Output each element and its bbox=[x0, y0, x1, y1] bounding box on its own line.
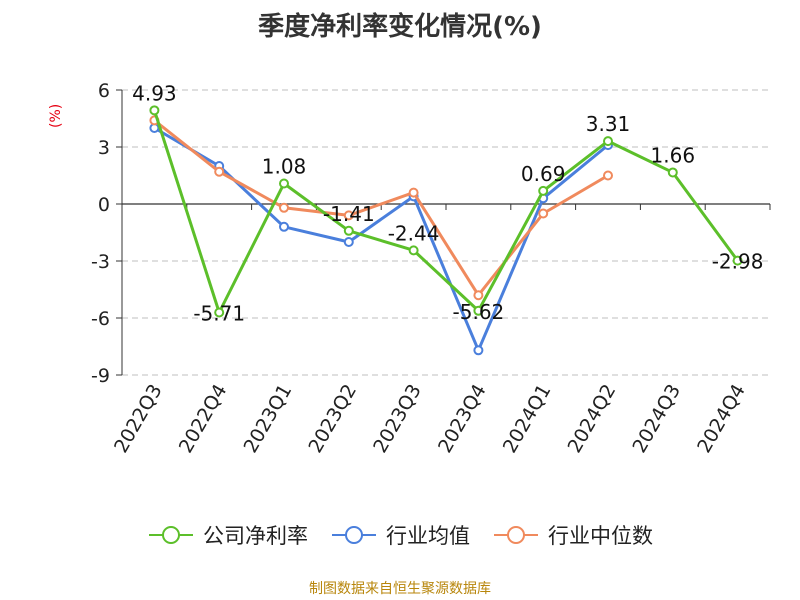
data-point-company bbox=[279, 178, 289, 189]
data-point-company bbox=[732, 255, 743, 266]
series-line-industry-median bbox=[153, 119, 609, 297]
data-point-company bbox=[473, 305, 484, 316]
y-tick-label: 6 bbox=[98, 80, 110, 102]
x-tick-label: 2023Q1 bbox=[240, 381, 297, 457]
x-tick-label: 2024Q4 bbox=[693, 381, 750, 457]
x-tick-label: 2023Q3 bbox=[369, 381, 426, 457]
x-tick-label: 2022Q4 bbox=[175, 381, 232, 457]
data-point-industry-median bbox=[279, 202, 289, 213]
legend-item-industry-median[interactable]: 行业中位数 bbox=[492, 520, 653, 550]
x-tick-label: 2023Q4 bbox=[434, 381, 491, 457]
legend-marker-industry-avg bbox=[332, 526, 376, 544]
data-point-industry-median bbox=[603, 170, 613, 181]
data-point-company bbox=[667, 167, 678, 178]
chart-title: 季度净利率变化情况(%) bbox=[258, 12, 542, 42]
y-tick-label: -6 bbox=[91, 308, 110, 330]
data-point-industry-avg bbox=[279, 221, 289, 232]
data-label: 0.69 bbox=[521, 162, 566, 186]
data-label: 3.31 bbox=[586, 112, 631, 136]
x-tick-label: 2022Q3 bbox=[110, 381, 167, 457]
y-tick-label: -3 bbox=[91, 251, 110, 273]
data-point-industry-median bbox=[408, 187, 419, 198]
data-label: -5.62 bbox=[453, 300, 505, 324]
legend-item-industry-avg[interactable]: 行业均值 bbox=[330, 520, 470, 550]
data-label: -1.41 bbox=[323, 202, 375, 226]
data-label: -5.71 bbox=[193, 301, 245, 325]
data-point-company bbox=[538, 185, 549, 196]
data-label: -2.98 bbox=[712, 250, 764, 274]
data-source-note: 制图数据来自恒生聚源数据库 bbox=[309, 581, 491, 597]
legend-marker-industry-median bbox=[494, 526, 538, 544]
series-line-company bbox=[152, 109, 739, 314]
legend-label-industry-median: 行业中位数 bbox=[548, 524, 653, 548]
legend: 公司净利率 行业均值 行业中位数 bbox=[0, 520, 800, 550]
data-point-company bbox=[343, 225, 354, 236]
data-point-industry-median bbox=[214, 166, 225, 177]
x-tick-label: 2024Q3 bbox=[628, 381, 685, 457]
data-point-industry-median bbox=[473, 290, 484, 301]
data-point-industry-median bbox=[538, 208, 549, 219]
data-label: 1.66 bbox=[651, 143, 696, 167]
x-tick-label: 2024Q1 bbox=[499, 381, 556, 457]
data-point-company bbox=[603, 136, 613, 147]
x-tick-label: 2024Q2 bbox=[564, 381, 621, 457]
data-label: 4.93 bbox=[132, 81, 177, 105]
legend-marker-company bbox=[149, 526, 193, 544]
x-tick-label: 2023Q2 bbox=[304, 381, 361, 457]
y-tick-label: 3 bbox=[98, 137, 110, 159]
y-tick-label: -9 bbox=[91, 365, 110, 387]
data-point-company bbox=[214, 307, 225, 318]
legend-item-company[interactable]: 公司净利率 bbox=[147, 520, 308, 550]
legend-label-industry-avg: 行业均值 bbox=[386, 524, 470, 548]
y-tick-label: 0 bbox=[98, 194, 110, 216]
data-point-industry-median bbox=[343, 210, 354, 221]
data-point-industry-avg bbox=[343, 237, 354, 247]
data-label: 1.08 bbox=[262, 154, 307, 178]
legend-label-company: 公司净利率 bbox=[203, 524, 308, 548]
data-point-company bbox=[149, 105, 160, 116]
data-point-industry-avg bbox=[473, 345, 484, 356]
data-point-company bbox=[408, 245, 419, 256]
data-label: -2.44 bbox=[388, 221, 440, 245]
